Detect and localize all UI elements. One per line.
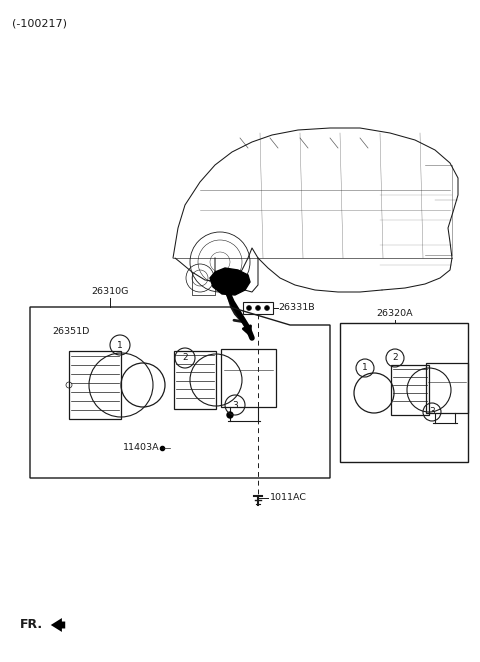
Polygon shape [210,268,250,295]
Text: FR.: FR. [20,618,43,632]
Bar [426,363,468,413]
Text: 2: 2 [392,354,398,363]
Circle shape [255,305,261,310]
Circle shape [264,305,269,310]
Text: 1: 1 [117,340,123,350]
Bar [243,302,273,314]
Text: 26310G: 26310G [91,287,129,296]
Text: 2: 2 [182,354,188,363]
Circle shape [247,305,252,310]
Text: 1: 1 [362,363,368,373]
FancyArrowPatch shape [51,618,65,632]
Text: 26331B: 26331B [278,303,314,312]
Text: 3: 3 [232,401,238,410]
Bar [30,307,330,478]
Text: 26351D: 26351D [52,328,89,336]
Bar [69,351,121,419]
Text: 1011AC: 1011AC [270,493,307,502]
Text: 3: 3 [429,408,435,416]
Circle shape [227,412,233,418]
Text: 11403A: 11403A [123,444,160,453]
Bar [340,323,468,462]
Text: 26320A: 26320A [377,309,413,318]
Bar [220,349,276,407]
Text: (-100217): (-100217) [12,18,67,28]
Bar [174,351,216,409]
Bar [391,365,429,415]
